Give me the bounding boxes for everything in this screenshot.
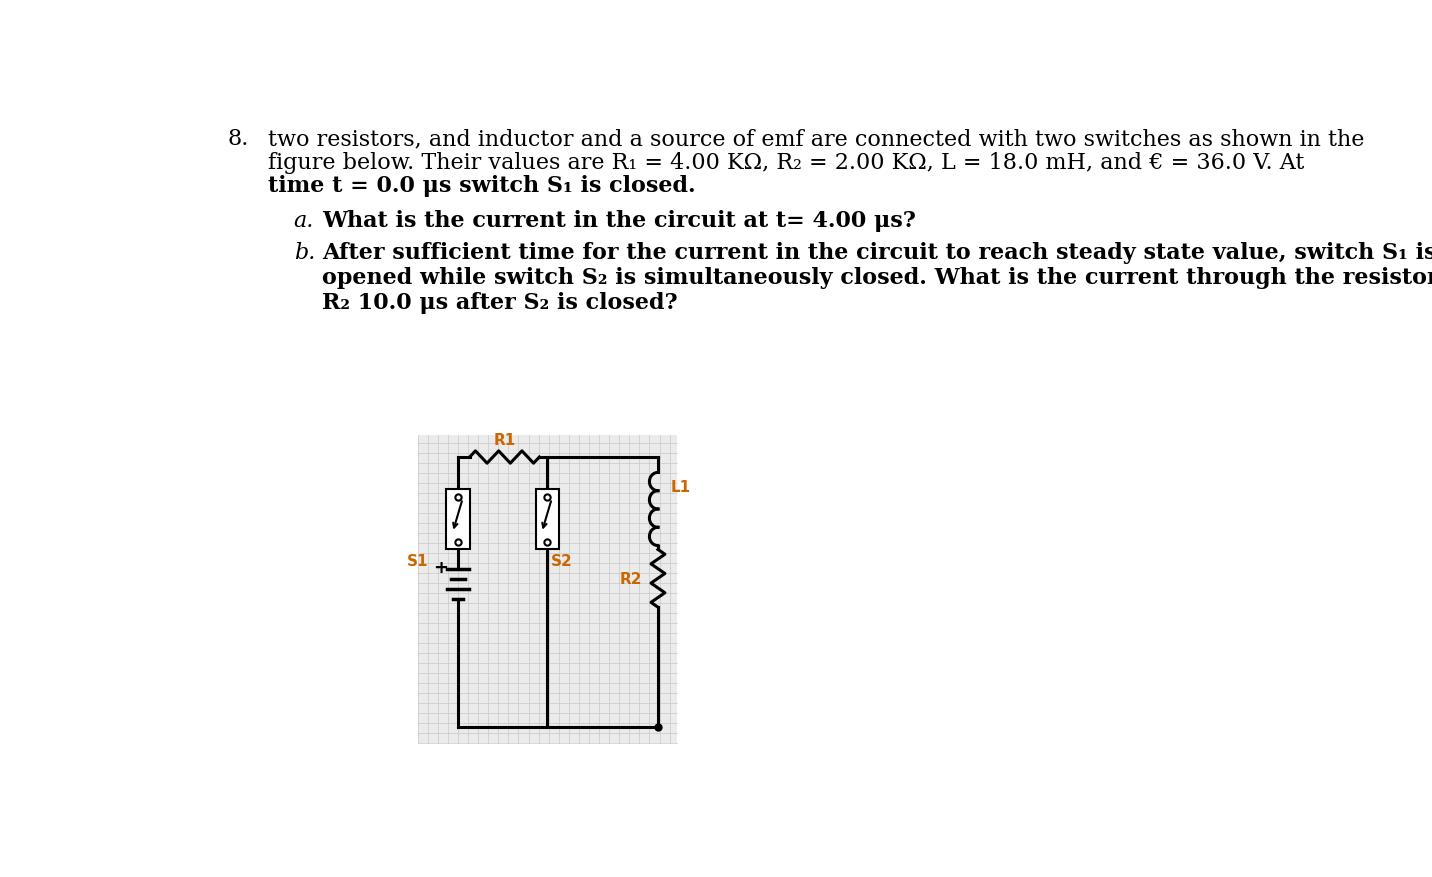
Text: b.: b.	[294, 242, 315, 264]
Text: S1: S1	[407, 553, 428, 568]
Bar	[447, 489, 470, 550]
Text: R1: R1	[494, 432, 516, 447]
Text: +: +	[434, 559, 448, 576]
Bar	[418, 436, 676, 744]
Text: What is the current in the circuit at t= 4.00 μs?: What is the current in the circuit at t=…	[322, 210, 916, 232]
Text: After sufficient time for the current in the circuit to reach steady state value: After sufficient time for the current in…	[322, 242, 1432, 264]
Bar	[536, 489, 558, 550]
Text: S2: S2	[551, 553, 573, 568]
Text: a.: a.	[294, 210, 314, 232]
Text: R2: R2	[620, 571, 643, 586]
Text: opened while switch S₂ is simultaneously closed. What is the current through the: opened while switch S₂ is simultaneously…	[322, 267, 1432, 289]
Text: two resistors, and inductor and a source of emf are connected with two switches : two resistors, and inductor and a source…	[268, 128, 1365, 150]
Text: 8.: 8.	[228, 128, 248, 150]
Text: L1: L1	[670, 479, 690, 494]
Text: time t = 0.0 μs switch S₁ is closed.: time t = 0.0 μs switch S₁ is closed.	[268, 175, 696, 196]
Text: R₂ 10.0 μs after S₂ is closed?: R₂ 10.0 μs after S₂ is closed?	[322, 291, 677, 313]
Text: figure below. Their values are R₁ = 4.00 KΩ, R₂ = 2.00 KΩ, L = 18.0 mH, and € = : figure below. Their values are R₁ = 4.00…	[268, 152, 1305, 174]
